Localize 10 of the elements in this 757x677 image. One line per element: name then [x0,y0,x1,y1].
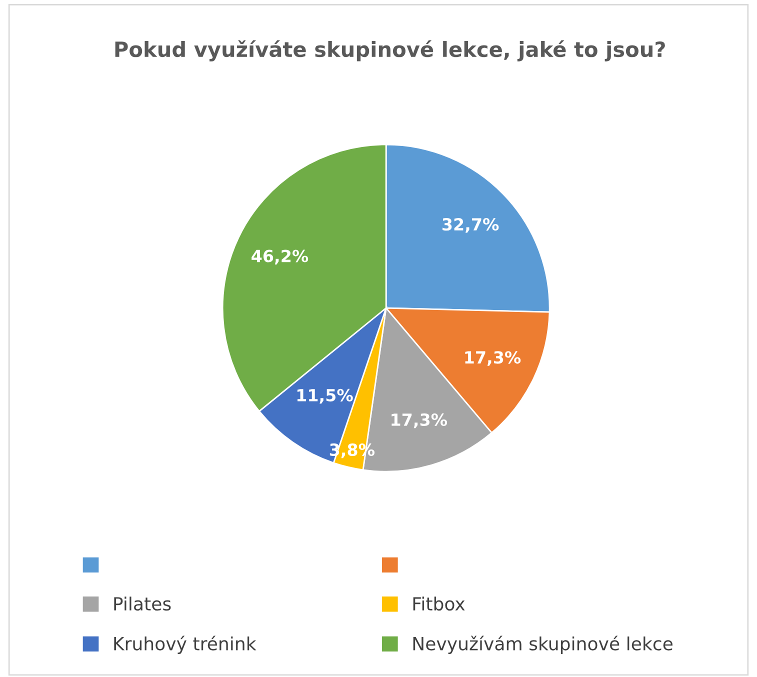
legend-label: Nevyužívám skupinové lekce [413,636,672,654]
data-label: 32,7% [442,218,499,233]
data-label: 17,3% [392,413,448,428]
legend-label: Fitbox [413,596,465,611]
data-label: 17,3% [465,351,521,366]
chart-title: Pokud využíváte skupinové lekce, jaké to jsou? [115,40,665,62]
legend-label: Kruhový trénink [114,636,256,654]
data-label: 11,5% [297,388,353,404]
data-label: 46,2% [252,250,308,264]
legend-label: Pilates [114,596,171,611]
